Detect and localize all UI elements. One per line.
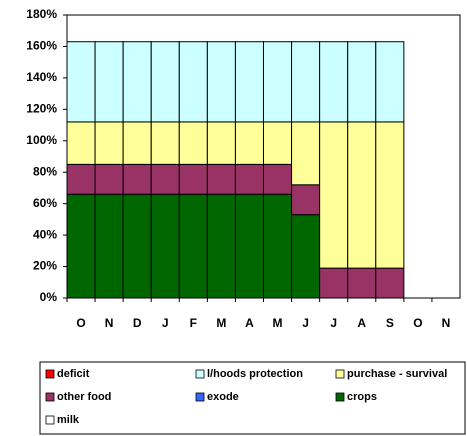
bar-segment [319,121,349,269]
bar-segment [291,214,321,299]
x-tick-label: M [216,316,226,330]
x-tick-label: A [245,316,254,330]
bar-segment [178,121,208,165]
bar-segment [150,41,180,123]
bar-segment [94,41,124,123]
x-tick-label: O [413,316,422,330]
bar-segment [291,41,321,123]
bar-segment [150,121,180,165]
bar-segment [206,163,236,195]
y-tick-label: 60% [33,196,57,210]
bar-segment [122,41,152,123]
bar-segment [66,121,96,165]
x-tick-label: M [273,316,283,330]
bar-segment [122,121,152,165]
legend-swatch [195,369,205,379]
legend-label: other food [57,391,111,403]
bar-segment [291,121,321,186]
bar-segment [206,41,236,123]
y-tick-label: 20% [33,259,57,273]
bar-segment [375,267,405,299]
bar-segment [319,267,349,299]
bar-segment [347,41,377,123]
legend-label: milk [57,414,80,426]
y-tick-label: 0% [40,290,58,304]
bar-segment [206,121,236,165]
bar-segment [94,193,124,299]
bar-segment [263,121,293,165]
x-tick-label: J [302,316,309,330]
bar-segment [234,41,265,123]
legend-label: exode [207,391,239,403]
x-tick-label: F [190,316,197,330]
bar-segment [178,41,208,123]
x-tick-label: N [442,316,451,330]
x-tick-label: A [357,316,366,330]
y-tick-label: 160% [26,39,57,53]
bar-segment [263,41,293,123]
bar-segment [234,121,265,165]
bar-segment [94,121,124,165]
y-tick-label: 80% [33,164,57,178]
bar-segment [66,193,96,299]
y-tick-label: 120% [26,102,57,116]
bar-segment [66,163,96,195]
legend-swatch [45,415,55,425]
legend-swatch [45,392,55,402]
bar-segment [66,41,96,123]
y-tick-label: 40% [33,227,57,241]
x-tick-label: N [105,316,114,330]
y-tick-label: 100% [26,133,57,147]
legend-label: crops [347,391,377,403]
bar-segment [178,163,208,195]
bar-segment [206,193,236,299]
bar-segment [150,163,180,195]
bar-segment [150,193,180,299]
x-tick-label: J [162,316,169,330]
legend-swatch [45,369,55,379]
legend-box [39,361,466,435]
bar-segment [263,163,293,195]
legend-swatch [335,392,345,402]
legend-label: deficit [57,368,90,380]
bar-segment [94,163,124,195]
bar-segment [234,193,265,299]
bar-segment [375,121,405,269]
x-tick-label: S [386,316,394,330]
legend-swatch [335,369,345,379]
x-tick-label: D [133,316,142,330]
bar-segment [291,184,321,216]
legend-label: purchase - survival [347,368,447,380]
bar-segment [375,41,405,123]
y-tick-label: 140% [26,70,57,84]
x-tick-label: J [330,316,337,330]
x-tick-label: O [76,316,85,330]
bar-segment [122,193,152,299]
bar-segment [319,41,349,123]
bar-segment [122,163,152,195]
bar-segment [347,121,377,269]
bar-segment [347,267,377,299]
legend-label: l/hoods protection [207,368,303,380]
bar-segment [234,163,265,195]
bar-segment [178,193,208,299]
legend-swatch [195,392,205,402]
bar-segment [263,193,293,299]
y-tick-label: 180% [26,7,57,21]
